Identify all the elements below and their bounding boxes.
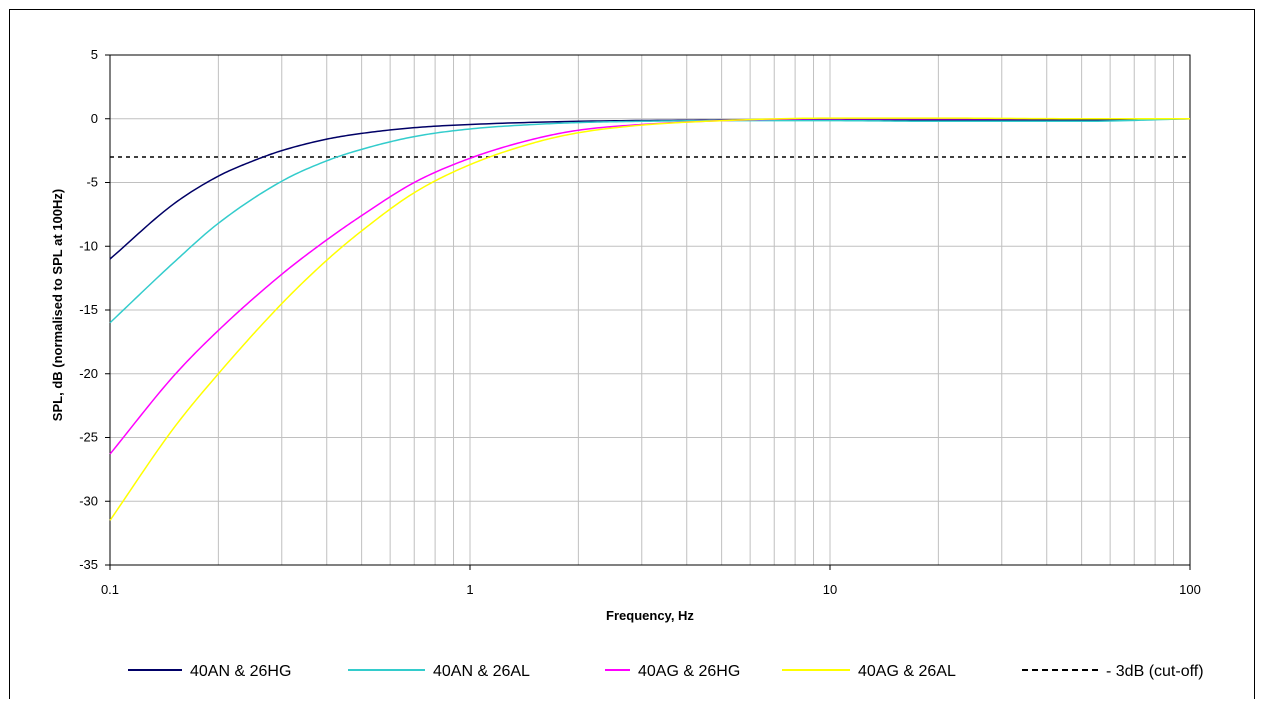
x-axis-title: Frequency, Hz (606, 608, 694, 623)
legend-label: 40AN & 26AL (433, 663, 530, 680)
legend-label: 40AG & 26HG (638, 663, 740, 680)
y-tick-label: -10 (79, 238, 98, 253)
grid (109, 54, 1190, 566)
legend-label: 40AN & 26HG (190, 663, 291, 680)
chart-frame (9, 9, 1255, 699)
legend: 40AN & 26HG 40AN & 26AL 40AG & 26HG 40AG & … (128, 663, 1204, 680)
series-line (109, 118, 1191, 324)
tick-labels: 5 0 -5 -10 -15 -20 -25 -30 -350.1 1 10 100 (79, 47, 1201, 597)
y-axis-title: SPL, dB (normalised to SPL at 100Hz) (50, 189, 65, 421)
y-tick-label: 0 (91, 111, 98, 126)
series-line (109, 117, 1190, 521)
x-tick-label: 0.1 (101, 582, 119, 597)
y-tick-label: -20 (79, 366, 98, 381)
y-tick-label: -35 (79, 557, 98, 572)
y-tick-label: -25 (79, 430, 98, 445)
x-tick-label: 10 (823, 582, 837, 597)
y-tick-label: -30 (79, 493, 98, 508)
y-tick-label: 5 (91, 47, 98, 62)
x-tick-label: 1 (466, 582, 473, 597)
legend-label: 40AG & 26AL (858, 663, 956, 680)
y-tick-label: -5 (86, 175, 98, 190)
y-tick-label: -15 (79, 302, 98, 317)
legend-label: - 3dB (cut-off) (1106, 663, 1204, 680)
series-line (109, 118, 1191, 260)
x-tick-label: 100 (1179, 582, 1201, 597)
series-line (109, 118, 1190, 455)
series-lines (109, 117, 1191, 521)
